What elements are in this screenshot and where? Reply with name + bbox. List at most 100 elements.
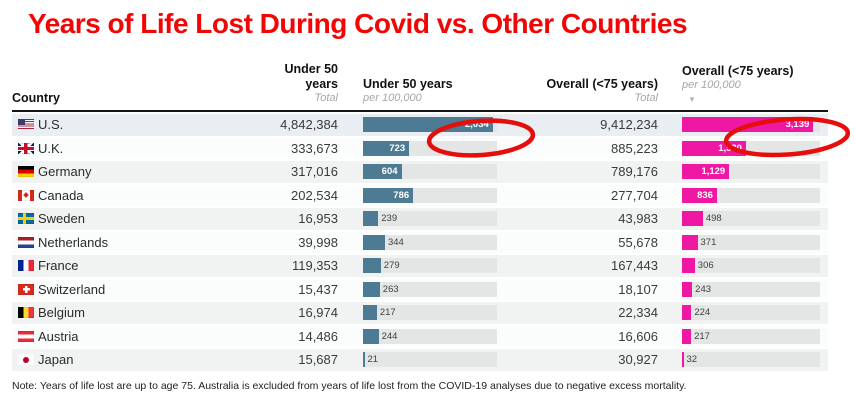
column-label: Overall (<75 years) bbox=[682, 63, 794, 78]
country-cell: Switzerland bbox=[12, 282, 250, 297]
overall-rate-bar-cell[interactable]: 498 bbox=[682, 211, 820, 227]
us-flag-icon bbox=[18, 119, 34, 131]
column-header-country[interactable]: Country bbox=[12, 91, 250, 110]
overall-rate-bar-cell[interactable]: 306 bbox=[682, 258, 820, 274]
under50-total-value: 317,016 bbox=[291, 164, 338, 180]
table-row[interactable]: Germany 317,016 604 789,176 1,129 bbox=[12, 161, 828, 183]
under50-total-value: 15,437 bbox=[298, 281, 338, 297]
table-row[interactable]: Sweden 16,953 239 43,983 498 bbox=[12, 208, 828, 230]
overall-rate-bar-cell[interactable]: 3,139 bbox=[682, 117, 820, 133]
column-label: Under 50 years bbox=[284, 62, 339, 91]
overall-rate-value: 3,139 bbox=[785, 119, 810, 131]
table-row[interactable]: Belgium 16,974 217 22,334 224 bbox=[12, 302, 828, 324]
table-row[interactable]: Switzerland 15,437 263 18,107 243 bbox=[12, 278, 828, 301]
column-header-under50-per-100k[interactable]: Under 50 years per 100,000 bbox=[363, 77, 497, 111]
under50-rate-bar-cell[interactable]: 263 bbox=[363, 281, 497, 297]
ca-flag-icon bbox=[18, 189, 34, 201]
bar-track: 371 bbox=[682, 234, 820, 250]
under50-rate-bar[interactable] bbox=[363, 211, 379, 227]
table-row[interactable]: Netherlands 39,998 344 55,678 371 bbox=[12, 231, 828, 254]
under50-rate-bar[interactable] bbox=[363, 258, 381, 274]
under50-rate-bar[interactable] bbox=[363, 164, 402, 180]
under50-rate-bar[interactable] bbox=[363, 234, 385, 250]
under50-rate-value: 21 bbox=[367, 354, 379, 366]
overall-rate-value: 498 bbox=[705, 213, 722, 225]
under50-rate-bar-cell[interactable]: 2,034 bbox=[363, 117, 497, 133]
column-header-overall-per-100k[interactable]: Overall (<75 years) per 100,000 ▼ bbox=[682, 64, 820, 111]
under50-rate-bar[interactable] bbox=[363, 352, 365, 368]
under50-rate-bar-cell[interactable]: 279 bbox=[363, 258, 497, 274]
under50-rate-value: 244 bbox=[381, 330, 398, 342]
overall-rate-bar-cell[interactable]: 1,129 bbox=[682, 164, 820, 180]
under50-rate-value: 723 bbox=[389, 142, 406, 154]
column-header-under50-total[interactable]: Under 50 years Total bbox=[250, 62, 339, 110]
under50-rate-bar[interactable] bbox=[363, 140, 410, 156]
table-row[interactable]: Austria 14,486 244 16,606 217 bbox=[12, 325, 828, 348]
overall-rate-bar[interactable] bbox=[682, 352, 684, 368]
under50-rate-value: 217 bbox=[379, 307, 396, 319]
jp-flag-icon bbox=[18, 354, 34, 366]
overall-rate-bar-cell[interactable]: 32 bbox=[682, 352, 820, 368]
overall-rate-bar-cell[interactable]: 836 bbox=[682, 187, 820, 203]
under50-total-value: 14,486 bbox=[298, 328, 338, 344]
table-row[interactable]: U.K. 333,673 723 885,223 1,530 bbox=[12, 137, 828, 160]
table-row[interactable]: Canada 202,534 786 277,704 836 bbox=[12, 184, 828, 207]
bar-track: 836 bbox=[682, 187, 820, 203]
overall-rate-bar[interactable] bbox=[682, 258, 695, 274]
country-cell: Belgium bbox=[12, 305, 250, 320]
overall-rate-bar-cell[interactable]: 243 bbox=[682, 281, 820, 297]
under50-rate-value: 263 bbox=[382, 283, 399, 295]
column-label: Country bbox=[12, 90, 60, 105]
bar-track: 244 bbox=[363, 328, 497, 344]
overall-rate-value: 243 bbox=[695, 283, 712, 295]
overall-rate-bar-cell[interactable]: 224 bbox=[682, 305, 820, 321]
overall-rate-bar[interactable] bbox=[682, 305, 692, 321]
table-row[interactable]: U.S. 4,842,384 2,034 9,412,234 3,139 bbox=[12, 114, 828, 136]
under50-rate-bar-cell[interactable]: 604 bbox=[363, 164, 497, 180]
under50-rate-bar-cell[interactable]: 723 bbox=[363, 140, 497, 156]
overall-rate-bar[interactable] bbox=[682, 187, 717, 203]
overall-rate-bar[interactable] bbox=[682, 328, 692, 344]
overall-rate-bar[interactable] bbox=[682, 211, 703, 227]
country-name: Sweden bbox=[38, 211, 85, 227]
under50-rate-bar-cell[interactable]: 344 bbox=[363, 234, 497, 250]
country-name: France bbox=[38, 258, 79, 274]
under50-rate-bar[interactable] bbox=[363, 187, 414, 203]
overall-rate-bar-cell[interactable]: 1,530 bbox=[682, 140, 820, 156]
under50-rate-bar[interactable] bbox=[363, 281, 380, 297]
overall-rate-value: 371 bbox=[700, 236, 717, 248]
under50-rate-bar[interactable] bbox=[363, 305, 377, 321]
overall-rate-bar[interactable] bbox=[682, 281, 693, 297]
column-sublabel: per 100,000 bbox=[363, 92, 422, 104]
under50-rate-bar-cell[interactable]: 217 bbox=[363, 305, 497, 321]
under50-total-value: 16,953 bbox=[298, 211, 338, 227]
overall-rate-bar-cell[interactable]: 371 bbox=[682, 234, 820, 250]
under50-rate-bar-cell[interactable]: 21 bbox=[363, 352, 497, 368]
column-sublabel: per 100,000 bbox=[682, 79, 741, 91]
under50-rate-bar-cell[interactable]: 786 bbox=[363, 187, 497, 203]
under50-rate-bar[interactable] bbox=[363, 328, 379, 344]
sort-descending-icon[interactable]: ▼ bbox=[688, 95, 696, 105]
column-header-overall-total[interactable]: Overall (<75 years) Total bbox=[497, 77, 658, 111]
table-row[interactable]: Japan 15,687 21 30,927 32 bbox=[12, 349, 828, 371]
fr-flag-icon bbox=[18, 260, 34, 272]
be-flag-icon bbox=[18, 307, 34, 319]
country-cell: Japan bbox=[12, 352, 250, 367]
country-name: Netherlands bbox=[38, 234, 109, 250]
overall-rate-bar[interactable] bbox=[682, 234, 698, 250]
bar-track: 344 bbox=[363, 234, 497, 250]
overall-rate-value: 306 bbox=[697, 260, 714, 272]
under50-total-value: 4,842,384 bbox=[280, 117, 338, 133]
table-row[interactable]: France 119,353 279 167,443 306 bbox=[12, 255, 828, 277]
table-body: U.S. 4,842,384 2,034 9,412,234 3,139 U.K… bbox=[12, 114, 828, 371]
under50-rate-bar-cell[interactable]: 239 bbox=[363, 211, 497, 227]
overall-rate-bar-cell[interactable]: 217 bbox=[682, 328, 820, 344]
overall-rate-bar[interactable] bbox=[682, 164, 730, 180]
bar-track: 2,034 bbox=[363, 117, 497, 133]
overall-total-value: 30,927 bbox=[618, 352, 658, 368]
bar-track: 217 bbox=[363, 305, 497, 321]
country-cell: U.K. bbox=[12, 141, 250, 156]
under50-rate-bar-cell[interactable]: 244 bbox=[363, 328, 497, 344]
bar-track: 239 bbox=[363, 211, 497, 227]
nl-flag-icon bbox=[18, 236, 34, 248]
